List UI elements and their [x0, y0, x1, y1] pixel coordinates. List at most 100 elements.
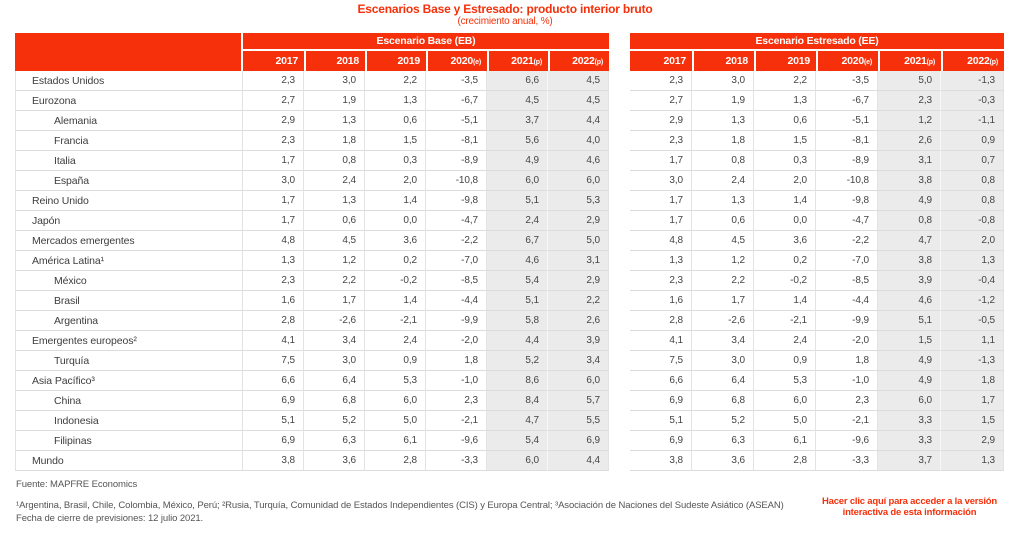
eb-value-cell: 8,4	[487, 391, 548, 411]
table-row: Brasil 1,6 1,7 1,4 -4,4 5,1 2,2	[15, 291, 609, 311]
eb-value-cell: 4,1	[243, 331, 304, 351]
eb-value-cell: -9,6	[426, 431, 487, 451]
ee-value-cell: 2,9	[630, 111, 692, 131]
ee-value-cell: -1,1	[941, 111, 1004, 131]
row-label: Alemania	[15, 111, 243, 131]
eb-value-cell: 6,0	[548, 371, 609, 391]
ee-value-cell: 2,3	[630, 71, 692, 91]
ee-value-cell: 4,7	[878, 231, 941, 251]
ee-value-cell: 5,1	[878, 311, 941, 331]
eb-value-cell: 2,9	[243, 111, 304, 131]
ee-value-cell: 6,3	[692, 431, 754, 451]
ee-value-cell: 1,8	[692, 131, 754, 151]
eb-value-cell: -5,1	[426, 111, 487, 131]
eb-value-cell: -2,1	[365, 311, 426, 331]
page-title: Escenarios Base y Estresado: producto in…	[357, 2, 653, 16]
ee-value-cell: 2,3	[878, 91, 941, 111]
eb-value-cell: 6,4	[304, 371, 365, 391]
eb-value-cell: 5,1	[487, 291, 548, 311]
ee-value-cell: -0,5	[941, 311, 1004, 331]
row-label: Indonesia	[15, 411, 243, 431]
eb-value-cell: 1,7	[243, 191, 304, 211]
table-row: 2,3 2,2 -0,2 -8,5 3,9 -0,4	[630, 271, 1004, 291]
eb-value-cell: 2,4	[365, 331, 426, 351]
eb-value-cell: 6,9	[548, 431, 609, 451]
row-label-column-header	[15, 33, 243, 71]
ee-value-cell: 5,2	[692, 411, 754, 431]
eb-value-cell: 6,0	[487, 451, 548, 471]
eb-value-cell: 2,9	[548, 271, 609, 291]
ee-value-cell: 3,0	[630, 171, 692, 191]
table-row: 7,5 3,0 0,9 1,8 4,9 -1,3	[630, 351, 1004, 371]
eb-value-cell: 0,0	[365, 211, 426, 231]
ee-value-cell: 4,9	[878, 191, 941, 211]
eb-value-cell: 6,3	[304, 431, 365, 451]
ee-value-cell: 0,8	[878, 211, 941, 231]
table-row: Japón 1,7 0,6 0,0 -4,7 2,4 2,9	[15, 211, 609, 231]
ee-value-cell: 4,9	[878, 371, 941, 391]
eb-value-cell: -9,9	[426, 311, 487, 331]
table-row: 1,7 0,8 0,3 -8,9 3,1 0,7	[630, 151, 1004, 171]
eb-value-cell: 3,6	[304, 451, 365, 471]
base-column-header-2018: 2018	[304, 51, 365, 71]
table-row: 6,9 6,8 6,0 2,3 6,0 1,7	[630, 391, 1004, 411]
ee-value-cell: 3,8	[630, 451, 692, 471]
eb-value-cell: -8,1	[426, 131, 487, 151]
eb-value-cell: 1,8	[304, 131, 365, 151]
eb-value-cell: 6,0	[365, 391, 426, 411]
ee-value-cell: 1,3	[941, 251, 1004, 271]
ee-value-cell: 0,3	[754, 151, 816, 171]
ee-value-cell: 1,5	[878, 331, 941, 351]
eb-value-cell: 0,2	[365, 251, 426, 271]
row-label: Mundo	[15, 451, 243, 471]
table-row: 2,3 1,8 1,5 -8,1 2,6 0,9	[630, 131, 1004, 151]
ee-value-cell: 1,9	[692, 91, 754, 111]
ee-value-cell: 2,3	[816, 391, 878, 411]
ee-value-cell: 2,8	[754, 451, 816, 471]
ee-value-cell: 2,4	[692, 171, 754, 191]
ee-value-cell: 1,8	[941, 371, 1004, 391]
eb-value-cell: 3,4	[548, 351, 609, 371]
page-subtitle: (crecimiento anual, %)	[457, 16, 553, 27]
ee-value-cell: 7,5	[630, 351, 692, 371]
eb-value-cell: 5,4	[487, 431, 548, 451]
base-column-header-2021: 2021(p)	[487, 51, 548, 71]
eb-value-cell: 2,3	[243, 131, 304, 151]
source-note: Fuente: MAPFRE Economics	[16, 479, 138, 490]
ee-value-cell: 1,7	[630, 191, 692, 211]
ee-value-cell: 3,1	[878, 151, 941, 171]
eb-value-cell: 1,6	[243, 291, 304, 311]
eb-value-cell: 6,7	[487, 231, 548, 251]
ee-value-cell: 1,3	[754, 91, 816, 111]
eb-value-cell: 4,6	[487, 251, 548, 271]
ee-value-cell: 2,2	[754, 71, 816, 91]
stressed-scenario-table: Escenario Estresado (EE) 2017 2018 2019 202…	[630, 33, 1004, 471]
eb-value-cell: -4,4	[426, 291, 487, 311]
eb-value-cell: 3,4	[304, 331, 365, 351]
stressed-year-header-row: 2017 2018 2019 2020(e) 2021(p) 2022(p)	[630, 51, 1004, 71]
table-row: América Latina¹ 1,3 1,2 0,2 -7,0 4,6 3,1	[15, 251, 609, 271]
ee-value-cell: -9,8	[816, 191, 878, 211]
ee-value-cell: 2,6	[878, 131, 941, 151]
table-row: 4,8 4,5 3,6 -2,2 4,7 2,0	[630, 231, 1004, 251]
ee-value-cell: 3,6	[692, 451, 754, 471]
row-label: Turquía	[15, 351, 243, 371]
table-row: Mercados emergentes 4,8 4,5 3,6 -2,2 6,7 5,0	[15, 231, 609, 251]
eb-value-cell: -4,7	[426, 211, 487, 231]
eb-value-cell: 2,8	[365, 451, 426, 471]
ee-value-cell: 3,0	[692, 71, 754, 91]
eb-value-cell: 2,3	[243, 71, 304, 91]
row-label: Estados Unidos	[15, 71, 243, 91]
ee-value-cell: 3,9	[878, 271, 941, 291]
ee-value-cell: -0,3	[941, 91, 1004, 111]
ee-value-cell: -1,0	[816, 371, 878, 391]
eb-value-cell: 4,8	[243, 231, 304, 251]
ee-value-cell: 0,9	[754, 351, 816, 371]
eb-value-cell: 1,7	[243, 211, 304, 231]
row-label: América Latina¹	[15, 251, 243, 271]
row-label: México	[15, 271, 243, 291]
row-label: Filipinas	[15, 431, 243, 451]
interactive-version-link[interactable]: Hacer clic aquí para acceder a la versió…	[821, 496, 998, 518]
eb-value-cell: 4,7	[487, 411, 548, 431]
ee-value-cell: 2,7	[630, 91, 692, 111]
